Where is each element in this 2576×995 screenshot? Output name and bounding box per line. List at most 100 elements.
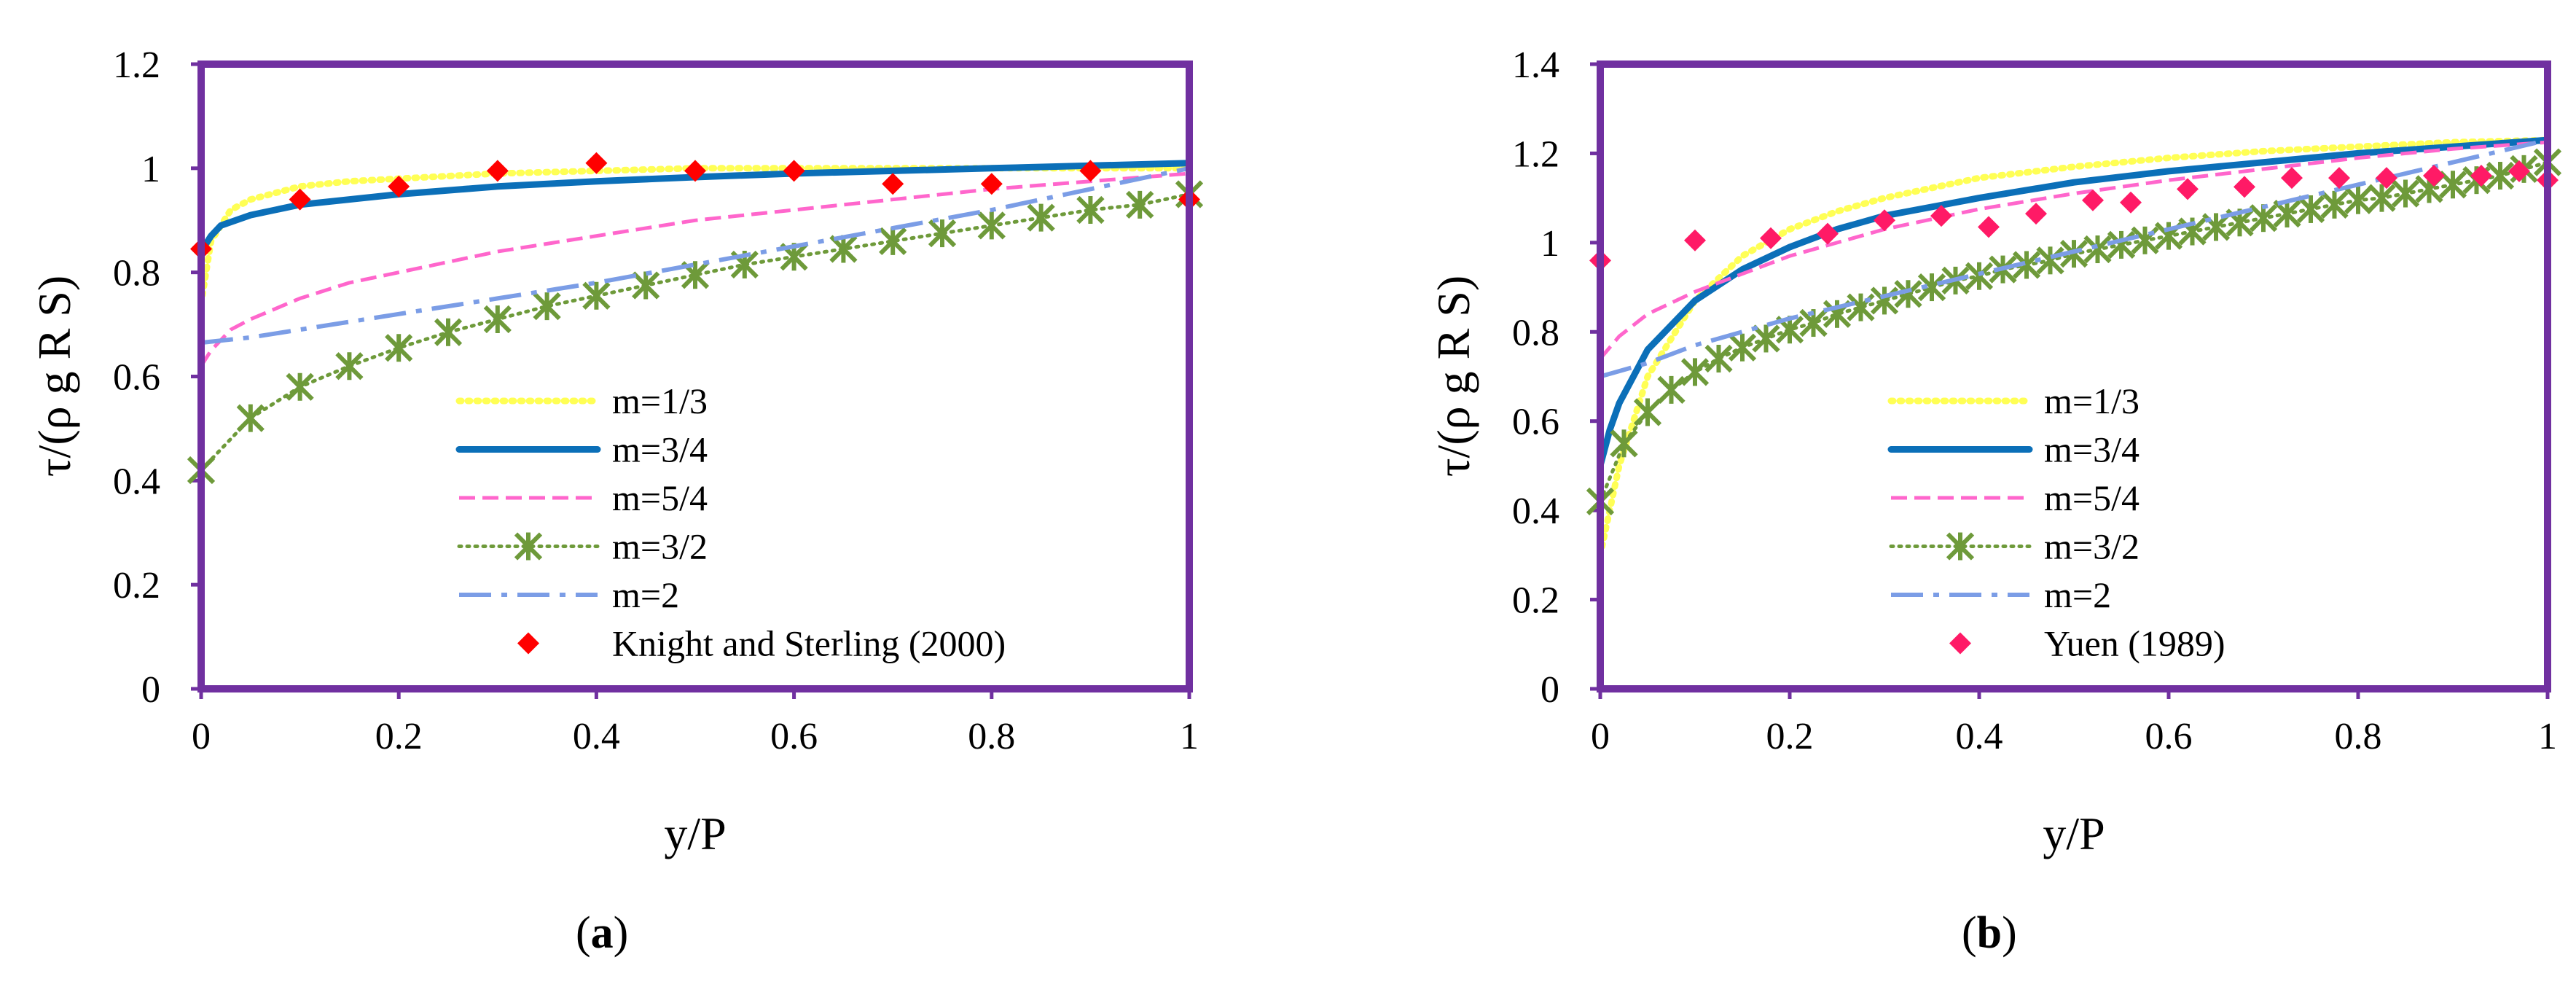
legend-label: m=5/4 <box>2044 477 2140 518</box>
panel-b-data-point <box>2036 246 2064 275</box>
panel-a-x-tick-label: 0.4 <box>573 716 620 757</box>
panel-b-data-point <box>2120 191 2142 214</box>
panel-b-data-point <box>2470 165 2492 187</box>
panel-a-data-point <box>388 175 410 198</box>
panel-b-data-point <box>1930 205 1952 227</box>
panel-a-y-axis-label: τ/(ρ g R S) <box>28 276 80 477</box>
panel-a-x-tick-label: 0 <box>192 716 211 757</box>
legend-label: m=3/2 <box>2044 526 2140 567</box>
panel-b-x-tick-label: 0 <box>1591 716 1610 757</box>
panel-a-legend: m=1/3 m=3/4 m=5/4 m=3/2 m=2 Knight and Sterli… <box>455 381 1006 664</box>
panel-b-data-point <box>2296 195 2325 224</box>
legend-label: m=3/4 <box>612 429 708 470</box>
panel-b-x-tick-label: 0.8 <box>2335 716 2382 757</box>
panel-b-data-point <box>1610 429 1638 458</box>
panel-b-y-tick-label: 1.4 <box>1512 44 1559 86</box>
panel-b-data-point <box>2368 184 2396 212</box>
panel-b-data-point <box>1680 358 1710 386</box>
legend-marker <box>514 532 543 561</box>
panel-b-series-m-1-3 <box>1597 136 2551 558</box>
panel-b-data-point <box>1752 324 1780 353</box>
panel-a-data-point <box>486 160 509 182</box>
panel-a-data-point <box>289 188 311 211</box>
panel-b-data-point <box>1978 216 2000 238</box>
panel-b-series-m-3-4 <box>1597 136 2551 469</box>
legend-marker <box>1949 632 1971 655</box>
panel-b-series-line <box>1597 136 2551 469</box>
panel-a-data-point <box>1076 195 1105 225</box>
panel-a-y-tick-label: 0.2 <box>113 565 160 606</box>
panel-a-data-point <box>980 173 1003 195</box>
legend-label: m=5/4 <box>612 477 708 518</box>
panel-a-data-point <box>1079 160 1102 182</box>
panel-a-data-point <box>434 318 463 346</box>
panel-b-data-point <box>2376 167 2397 190</box>
panel-a-data-point <box>632 271 660 300</box>
panel-a: 0 0.2 0.4 0.6 0.8 1 0 0.2 0.4 0.6 0.8 1 1.2 m=1/3 m=3/… <box>28 44 1204 958</box>
panel-b-data-point <box>1728 333 1757 362</box>
panel-a-y-tick-label: 0.6 <box>113 357 160 399</box>
panel-a-data-point <box>1126 190 1154 219</box>
panel-a-series-m-3-2 <box>187 180 1204 485</box>
panel-a-data-point <box>1027 203 1055 232</box>
panel-b-data-point <box>2083 235 2112 264</box>
legend-label: m=1/3 <box>612 381 708 421</box>
panel-b-y-tick-label: 1.2 <box>1512 133 1559 175</box>
panel-b-data-point <box>2320 190 2349 219</box>
panel-b-data-point <box>1760 227 1782 249</box>
panel-a-series-m-2 <box>200 165 1190 346</box>
panel-a-series-line <box>200 165 1190 346</box>
panel-b-data-point <box>2391 179 2420 208</box>
panel-b-plot-frame <box>1597 61 2551 692</box>
panel-a-data-point <box>533 292 561 321</box>
panel-a-y-tick-label: 1.2 <box>113 44 160 86</box>
panel-b-x-tick-label: 0.2 <box>1766 716 1814 757</box>
panel-b-y-tick-label: 0.8 <box>1512 312 1559 354</box>
legend-label: m=1/3 <box>2044 381 2140 421</box>
panel-a-data-point <box>879 227 907 255</box>
panel-b-y-tick-label: 0.2 <box>1512 580 1559 622</box>
panel-a-data-point <box>783 160 805 182</box>
panel-b-data-point <box>2177 178 2199 200</box>
panel-b-data-point <box>1874 209 1895 232</box>
panel-a-data-point <box>928 219 957 248</box>
panel-a-caption-letter: a <box>591 908 614 958</box>
panel-b-series-m-3-2 <box>1586 148 2562 516</box>
panel-b-y-tick-label: 0 <box>1540 669 1559 711</box>
legend-label: m=2 <box>612 574 679 615</box>
panel-b-data-point <box>2508 160 2530 182</box>
panel-b-data-point <box>2082 189 2104 211</box>
panel-a-data-point <box>483 305 512 334</box>
panel-b-x-axis-label: y/P <box>2043 808 2105 859</box>
panel-a-plot-frame <box>197 61 1193 692</box>
panel-a-data-point <box>977 211 1006 240</box>
panel-b-data-point <box>2344 186 2373 214</box>
panel-a-data-point <box>335 352 364 381</box>
panel-b-caption-letter: b <box>1977 908 2002 958</box>
panel-b-data-point <box>1704 344 1733 373</box>
panel-a-series-line <box>199 192 1191 472</box>
panel-b-data-point <box>2423 165 2445 187</box>
panel-b-y-tick-label: 0.6 <box>1512 402 1559 443</box>
panel-b-x-tick-label: 0.6 <box>2145 716 2193 757</box>
panel-a-data-point <box>882 173 904 195</box>
panel-b-data-point <box>2234 176 2255 198</box>
legend-label: m=3/4 <box>2044 429 2140 470</box>
panel-a-y-tick-label: 0.8 <box>113 253 160 294</box>
panel-b-data-point <box>2025 203 2047 225</box>
panel-b-data-point <box>1817 222 1839 245</box>
panel-b-x-tick-label: 1 <box>2538 716 2557 757</box>
panel-a-data-point <box>286 372 314 401</box>
panel-a-x-tick-label: 0.8 <box>968 716 1015 757</box>
panel-a-series-line <box>197 160 1193 255</box>
panel-a-series-knight-and-sterling-2000 <box>190 152 1200 260</box>
legend-marker <box>517 632 539 655</box>
panel-a-data-point <box>236 404 265 432</box>
panel-a-data-point <box>585 152 608 174</box>
panel-b-caption: (b) <box>1962 908 2017 958</box>
panel-b-data-point <box>1633 398 1662 426</box>
panel-b-legend: m=1/3 m=3/4 m=5/4 m=3/2 m=2 Yuen (1989) <box>1887 381 2225 664</box>
panel-b-plot-layer: 0 0.2 0.4 0.6 0.8 100.20.40.60.811.21.4m=1/3m… <box>1512 44 2562 757</box>
